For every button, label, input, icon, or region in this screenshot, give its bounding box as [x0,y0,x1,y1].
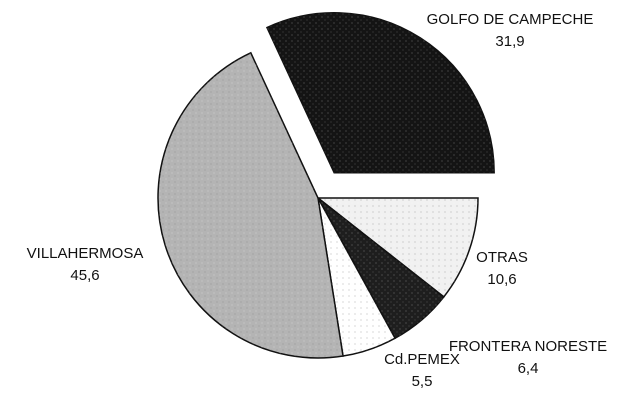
slice-value: 45,6 [70,267,99,284]
slice-label: OTRAS [476,249,528,266]
slice-label: VILLAHERMOSA [27,245,144,262]
slice-texture [158,52,344,358]
slice-texture [318,198,478,297]
slice-value: 31,9 [495,33,524,50]
slice-texture [318,198,444,339]
slice-value: 6,4 [518,360,539,377]
slice-value: 5,5 [412,373,433,390]
slice-label: Cd.PEMEX [384,351,460,368]
slice-value: 10,6 [487,271,516,288]
slice-texture [266,12,495,173]
slice-label: GOLFO DE CAMPECHE [427,11,594,28]
slice-label: FRONTERA NORESTE [449,338,607,355]
